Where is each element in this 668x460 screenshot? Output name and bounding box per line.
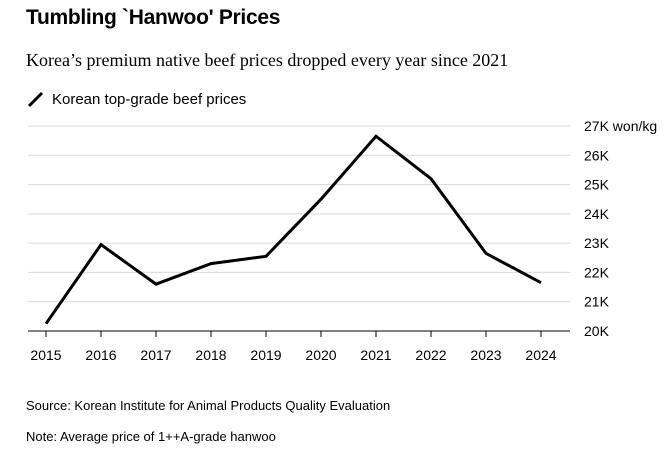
chart-title: Tumbling `Hanwoo' Prices bbox=[26, 6, 281, 29]
x-tick-label: 2022 bbox=[415, 347, 446, 363]
gridlines bbox=[28, 125, 570, 303]
series-layer bbox=[44, 134, 542, 325]
x-tick-label: 2024 bbox=[525, 347, 556, 363]
footnote: Note: Average price of 1++A-grade hanwoo bbox=[26, 429, 276, 444]
y-tick-label: 24K bbox=[584, 206, 610, 222]
legend: Korean top-grade beef prices bbox=[26, 89, 246, 109]
x-tick-label: 2018 bbox=[195, 347, 226, 363]
y-tick-label: 27K won/kg bbox=[584, 118, 657, 134]
series-line bbox=[44, 134, 542, 325]
y-tick-label: 25K bbox=[584, 177, 610, 193]
chart-subtitle: Korea’s premium native beef prices dropp… bbox=[26, 50, 509, 70]
x-axis bbox=[28, 330, 570, 337]
y-tick-label: 22K bbox=[584, 264, 610, 280]
line-legend-icon bbox=[27, 91, 44, 108]
x-tick-label: 2021 bbox=[360, 347, 391, 363]
tick-labels: 20K 21K 22K 23K 24K 25K 26K 27K won/kg 2015 2016 2… bbox=[30, 118, 657, 363]
x-tick-label: 2016 bbox=[85, 347, 116, 363]
x-tick-label: 2019 bbox=[250, 347, 281, 363]
source-note: Source: Korean Institute for Animal Prod… bbox=[26, 398, 391, 413]
x-tick-label: 2015 bbox=[30, 347, 61, 363]
y-tick-label: 23K bbox=[584, 235, 610, 251]
y-tick-label: 20K bbox=[584, 323, 610, 339]
x-tick-label: 2017 bbox=[140, 347, 171, 363]
y-tick-label: 26K bbox=[584, 147, 610, 163]
x-tick-label: 2020 bbox=[305, 347, 336, 363]
y-tick-label: 21K bbox=[584, 294, 610, 310]
x-tick-label: 2023 bbox=[470, 347, 501, 363]
legend-label: Korean top-grade beef prices bbox=[52, 90, 247, 108]
